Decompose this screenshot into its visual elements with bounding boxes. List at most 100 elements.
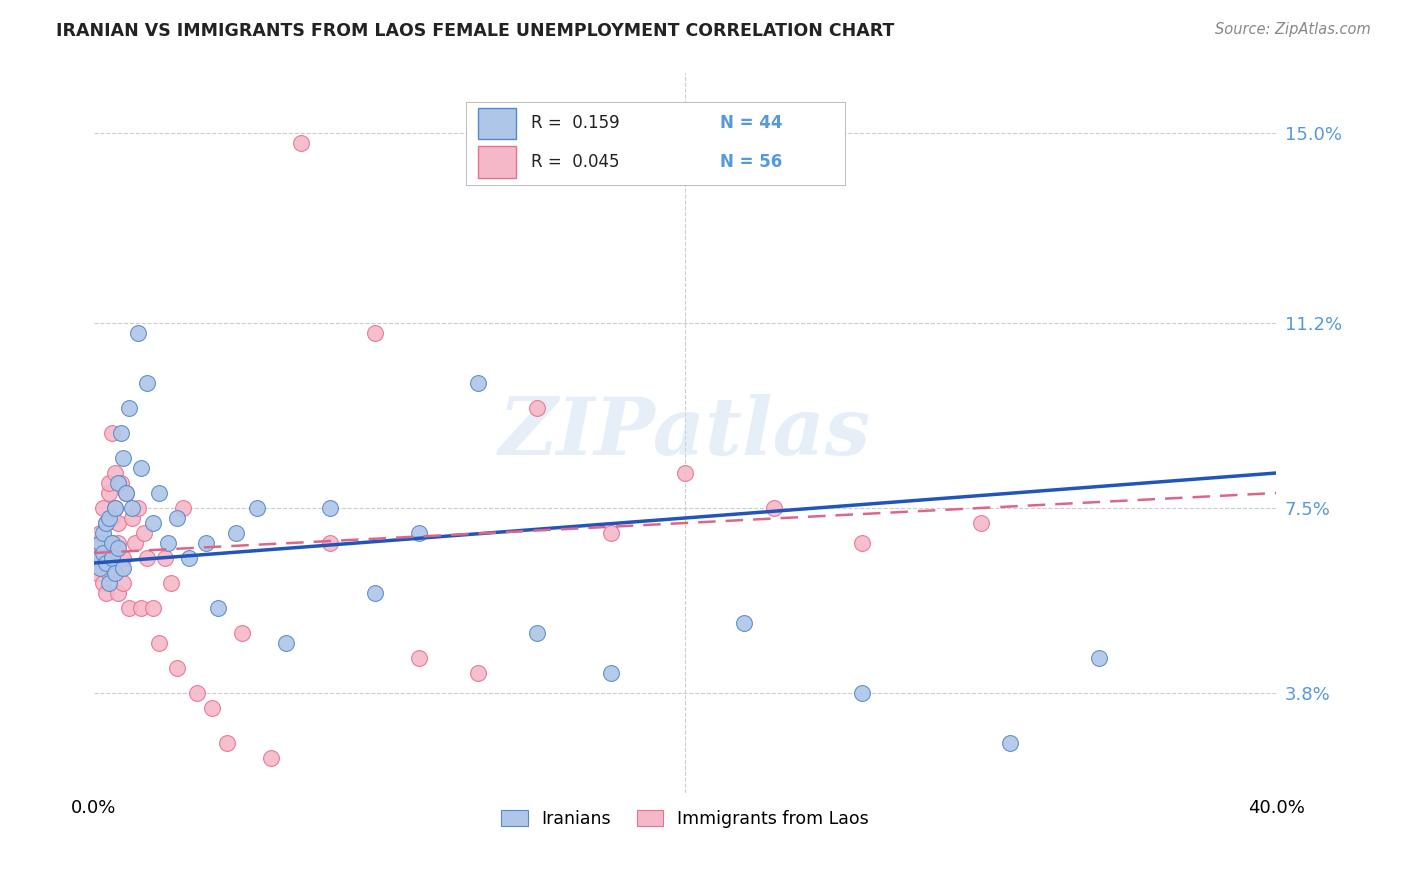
Point <box>319 500 342 515</box>
Point <box>153 551 176 566</box>
Point <box>408 526 430 541</box>
Text: IRANIAN VS IMMIGRANTS FROM LAOS FEMALE UNEMPLOYMENT CORRELATION CHART: IRANIAN VS IMMIGRANTS FROM LAOS FEMALE U… <box>56 22 894 40</box>
Point <box>129 461 152 475</box>
Point <box>97 511 120 525</box>
Point <box>94 516 117 530</box>
Point <box>142 516 165 530</box>
Point <box>86 566 108 580</box>
Point <box>319 536 342 550</box>
Point <box>107 536 129 550</box>
Text: Source: ZipAtlas.com: Source: ZipAtlas.com <box>1215 22 1371 37</box>
Point <box>1000 736 1022 750</box>
Point <box>97 486 120 500</box>
Point <box>94 516 117 530</box>
Point <box>94 586 117 600</box>
Point <box>1088 651 1111 665</box>
Point <box>148 636 170 650</box>
Point <box>104 466 127 480</box>
Point <box>91 576 114 591</box>
Point <box>134 526 156 541</box>
Point <box>100 511 122 525</box>
Text: ZIPatlas: ZIPatlas <box>499 394 872 472</box>
Point <box>225 526 247 541</box>
Point <box>156 536 179 550</box>
Point <box>851 686 873 700</box>
Point <box>121 500 143 515</box>
Point <box>526 401 548 415</box>
Point <box>107 516 129 530</box>
Point <box>600 665 623 680</box>
Point <box>127 326 149 340</box>
Point <box>673 466 696 480</box>
Point <box>89 561 111 575</box>
Point <box>159 576 181 591</box>
Point <box>100 536 122 550</box>
Point <box>231 626 253 640</box>
Point <box>274 636 297 650</box>
Point <box>215 736 238 750</box>
Point <box>89 536 111 550</box>
Point <box>91 500 114 515</box>
Point <box>166 661 188 675</box>
Point <box>201 701 224 715</box>
Point <box>97 576 120 591</box>
Point <box>107 586 129 600</box>
Point <box>364 326 387 340</box>
Point <box>107 475 129 490</box>
Point <box>526 626 548 640</box>
Point <box>110 475 132 490</box>
Point <box>97 566 120 580</box>
Point <box>91 526 114 541</box>
Point <box>89 526 111 541</box>
Point <box>118 401 141 415</box>
Point <box>600 526 623 541</box>
Point <box>112 576 135 591</box>
Point <box>245 500 267 515</box>
Point <box>733 615 755 630</box>
Point <box>97 475 120 490</box>
Point <box>89 536 111 550</box>
Point <box>86 551 108 566</box>
Point <box>124 536 146 550</box>
Point <box>166 511 188 525</box>
Point <box>970 516 993 530</box>
Point <box>172 500 194 515</box>
Point <box>107 541 129 555</box>
Point <box>408 651 430 665</box>
Point <box>177 551 200 566</box>
Point <box>91 561 114 575</box>
Point <box>290 136 312 150</box>
Point <box>467 376 489 390</box>
Point <box>86 551 108 566</box>
Point <box>195 536 218 550</box>
Point <box>136 376 159 390</box>
Point <box>104 566 127 580</box>
Point <box>118 601 141 615</box>
Point <box>100 425 122 440</box>
Point <box>762 500 785 515</box>
Point <box>129 601 152 615</box>
Point <box>94 556 117 570</box>
Point <box>100 536 122 550</box>
Point <box>112 561 135 575</box>
Point <box>115 486 138 500</box>
Point <box>94 551 117 566</box>
Point <box>186 686 208 700</box>
Point <box>851 536 873 550</box>
Point <box>110 561 132 575</box>
Point <box>115 486 138 500</box>
Point <box>127 500 149 515</box>
Point <box>110 425 132 440</box>
Point <box>207 601 229 615</box>
Point <box>364 586 387 600</box>
Point <box>112 450 135 465</box>
Legend: Iranians, Immigrants from Laos: Iranians, Immigrants from Laos <box>495 803 876 835</box>
Point <box>121 511 143 525</box>
Point <box>104 500 127 515</box>
Point <box>136 551 159 566</box>
Point <box>142 601 165 615</box>
Point <box>91 546 114 560</box>
Point <box>100 551 122 566</box>
Point <box>112 551 135 566</box>
Point <box>260 751 283 765</box>
